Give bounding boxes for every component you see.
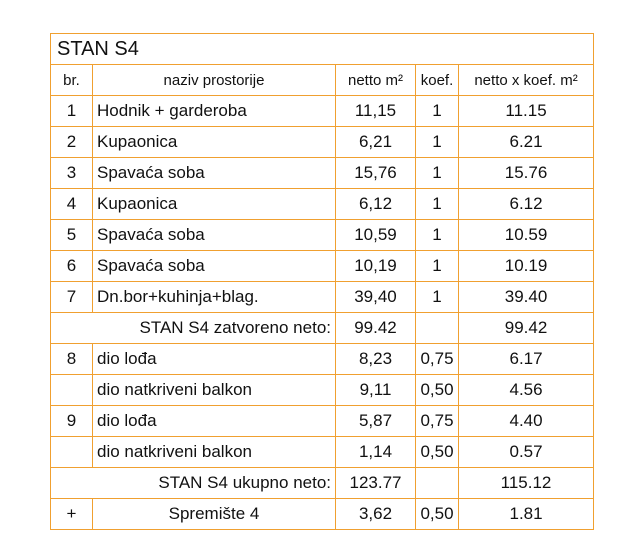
weighted-area: 10.59: [457, 219, 595, 251]
table-row: 3 Spavaća soba 15,76 1 15.76: [50, 157, 595, 189]
weighted-area: 0.57: [457, 436, 595, 468]
row-number: +: [50, 498, 93, 530]
coefficient: 1: [415, 126, 459, 158]
room-name: Spavaća soba: [92, 219, 336, 251]
weighted-area: 1.81: [457, 498, 595, 530]
row-number: 3: [50, 157, 93, 189]
row-number: 9: [50, 405, 93, 437]
coefficient: 0,50: [415, 498, 459, 530]
header-cell: netto x koef. m²: [457, 64, 595, 96]
netto-area: 11,15: [335, 95, 416, 127]
coefficient: 1: [415, 250, 459, 282]
table-row: STAN S4 ukupno neto: 123.77 115.12: [50, 467, 595, 499]
netto-area: 39,40: [335, 281, 416, 313]
coefficient: [415, 467, 459, 499]
row-number: 4: [50, 188, 93, 220]
table-row: 1 Hodnik + garderoba 11,15 1 11.15: [50, 95, 595, 127]
coefficient: [415, 312, 459, 344]
header-cell: br.: [50, 64, 93, 96]
netto-area: 99.42: [335, 312, 416, 344]
table-row: 4 Kupaonica 6,12 1 6.12: [50, 188, 595, 220]
table-row: dio natkriveni balkon 1,14 0,50 0.57: [50, 436, 595, 468]
weighted-area: 115.12: [457, 467, 595, 499]
coefficient: 1: [415, 281, 459, 313]
weighted-area: 99.42: [457, 312, 595, 344]
summary-label: STAN S4 ukupno neto:: [50, 467, 336, 499]
row-number: 8: [50, 343, 93, 375]
row-number: 2: [50, 126, 93, 158]
table-row: 6 Spavaća soba 10,19 1 10.19: [50, 250, 595, 282]
netto-area: 6,21: [335, 126, 416, 158]
room-name: dio natkriveni balkon: [92, 374, 336, 406]
weighted-area: 10.19: [457, 250, 595, 282]
table-row: + Spremište 4 3,62 0,50 1.81: [50, 498, 595, 530]
netto-area: 15,76: [335, 157, 416, 189]
summary-label: STAN S4 zatvoreno neto:: [50, 312, 336, 344]
row-number: 6: [50, 250, 93, 282]
netto-area: 10,19: [335, 250, 416, 282]
header-cell: naziv prostorije: [92, 64, 336, 96]
table-row: dio natkriveni balkon 9,11 0,50 4.56: [50, 374, 595, 406]
room-name: dio lođa: [92, 343, 336, 375]
weighted-area: 6.17: [457, 343, 595, 375]
netto-area: 6,12: [335, 188, 416, 220]
weighted-area: 11.15: [457, 95, 595, 127]
coefficient: 1: [415, 95, 459, 127]
coefficient: 1: [415, 157, 459, 189]
room-name: Kupaonica: [92, 126, 336, 158]
table-wrap: STAN S4 br. naziv prostorije netto m² koef.…: [49, 33, 595, 530]
table-row: 9 dio lođa 5,87 0,75 4.40: [50, 405, 595, 437]
weighted-area: 4.56: [457, 374, 595, 406]
row-number: 5: [50, 219, 93, 251]
room-name: Kupaonica: [92, 188, 336, 220]
coefficient: 0,75: [415, 343, 459, 375]
coefficient: 1: [415, 188, 459, 220]
netto-area: 1,14: [335, 436, 416, 468]
area-table: STAN S4 br. naziv prostorije netto m² koef.…: [49, 33, 595, 530]
netto-area: 123.77: [335, 467, 416, 499]
table-row: 5 Spavaća soba 10,59 1 10.59: [50, 219, 595, 251]
row-number: [50, 436, 93, 468]
coefficient: 0,75: [415, 405, 459, 437]
netto-area: 10,59: [335, 219, 416, 251]
room-name: Spavaća soba: [92, 250, 336, 282]
weighted-area: 6.21: [457, 126, 595, 158]
weighted-area: 15.76: [457, 157, 595, 189]
header-cell: netto m²: [335, 64, 416, 96]
coefficient: 0,50: [415, 436, 459, 468]
netto-area: 9,11: [335, 374, 416, 406]
title-row: STAN S4: [49, 33, 595, 65]
table-row: 8 dio lođa 8,23 0,75 6.17: [50, 343, 595, 375]
netto-area: 5,87: [335, 405, 416, 437]
weighted-area: 6.12: [457, 188, 595, 220]
room-name: Dn.bor+kuhinja+blag.: [92, 281, 336, 313]
coefficient: 0,50: [415, 374, 459, 406]
room-name: Hodnik + garderoba: [92, 95, 336, 127]
weighted-area: 39.40: [457, 281, 595, 313]
table-row: 2 Kupaonica 6,21 1 6.21: [50, 126, 595, 158]
room-name: dio natkriveni balkon: [92, 436, 336, 468]
row-number: 7: [50, 281, 93, 313]
table-row: 7 Dn.bor+kuhinja+blag. 39,40 1 39.40: [50, 281, 595, 313]
netto-area: 3,62: [335, 498, 416, 530]
header-cell: koef.: [415, 64, 459, 96]
row-number: [50, 374, 93, 406]
row-number: 1: [50, 95, 93, 127]
table-row: STAN S4 zatvoreno neto: 99.42 99.42: [50, 312, 595, 344]
room-name: Spremište 4: [92, 498, 336, 530]
weighted-area: 4.40: [457, 405, 595, 437]
header-row: br. naziv prostorije netto m² koef. netto x …: [50, 64, 595, 96]
coefficient: 1: [415, 219, 459, 251]
table-title: STAN S4: [49, 33, 595, 65]
netto-area: 8,23: [335, 343, 416, 375]
room-name: dio lođa: [92, 405, 336, 437]
room-name: Spavaća soba: [92, 157, 336, 189]
